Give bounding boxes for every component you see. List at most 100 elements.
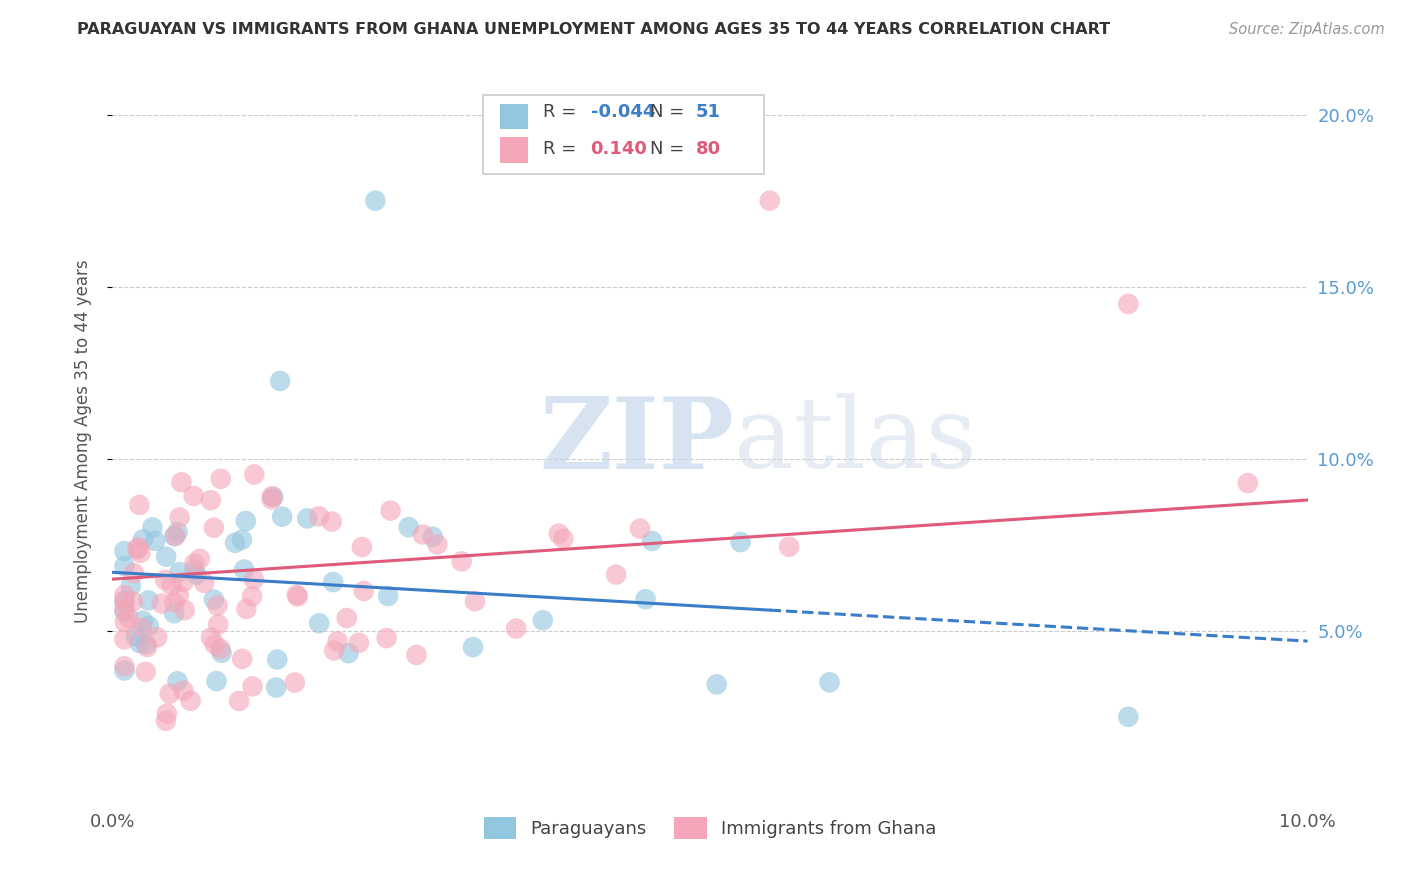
Point xyxy=(200,631,222,645)
Text: R =: R = xyxy=(543,103,582,121)
Point xyxy=(347,636,370,650)
Point xyxy=(260,489,283,503)
Point xyxy=(166,524,188,539)
FancyBboxPatch shape xyxy=(499,104,529,129)
Point xyxy=(159,687,181,701)
Point xyxy=(204,637,226,651)
Point xyxy=(183,563,205,577)
Point xyxy=(127,541,149,555)
Point xyxy=(266,652,288,666)
Point xyxy=(127,542,149,557)
Point xyxy=(231,533,253,547)
Point xyxy=(240,590,263,604)
Point xyxy=(172,683,194,698)
Legend: Paraguayans, Immigrants from Ghana: Paraguayans, Immigrants from Ghana xyxy=(475,808,945,848)
Point xyxy=(1118,297,1140,311)
Point xyxy=(1237,476,1260,491)
Point xyxy=(321,515,343,529)
Point xyxy=(242,680,264,694)
Point xyxy=(207,599,229,613)
Point xyxy=(163,607,186,621)
Point xyxy=(505,622,527,636)
Point xyxy=(531,613,554,627)
Point xyxy=(135,637,157,651)
Point xyxy=(120,579,142,593)
Text: PARAGUAYAN VS IMMIGRANTS FROM GHANA UNEMPLOYMENT AMONG AGES 35 TO 44 YEARS CORRE: PARAGUAYAN VS IMMIGRANTS FROM GHANA UNEM… xyxy=(77,22,1111,37)
Point xyxy=(114,605,136,619)
Point xyxy=(377,589,399,603)
Point xyxy=(422,530,444,544)
Point xyxy=(262,490,284,504)
Point xyxy=(186,567,208,582)
Point xyxy=(160,578,183,592)
Point xyxy=(818,675,841,690)
Text: 51: 51 xyxy=(696,103,721,121)
Point xyxy=(180,694,202,708)
Point xyxy=(146,630,169,644)
Point xyxy=(122,566,145,581)
Point xyxy=(129,546,152,560)
Point xyxy=(553,532,575,546)
Point xyxy=(1118,710,1140,724)
Point xyxy=(114,559,135,574)
Point xyxy=(375,631,398,645)
Point xyxy=(264,681,287,695)
Point xyxy=(165,529,187,543)
Point xyxy=(170,475,193,490)
Point xyxy=(759,194,782,208)
Point xyxy=(114,664,135,678)
Point xyxy=(228,694,250,708)
Point xyxy=(136,640,159,654)
Point xyxy=(235,602,257,616)
Point xyxy=(308,509,330,524)
Point xyxy=(243,467,266,482)
Point xyxy=(143,533,166,548)
Point xyxy=(730,535,752,549)
Point xyxy=(131,621,153,635)
Point xyxy=(426,537,449,551)
Point xyxy=(778,540,800,554)
Point xyxy=(169,510,191,524)
Point xyxy=(114,659,135,673)
Point xyxy=(135,665,157,679)
Text: ZIP: ZIP xyxy=(538,393,734,490)
Point xyxy=(132,533,155,547)
Point xyxy=(122,594,145,608)
Point xyxy=(138,619,160,633)
Point xyxy=(114,544,135,558)
Point xyxy=(337,646,360,660)
Point xyxy=(461,640,484,655)
Point xyxy=(128,498,150,512)
Point xyxy=(233,563,256,577)
Point xyxy=(166,674,188,689)
Point xyxy=(202,592,225,607)
Point xyxy=(398,520,420,534)
Point xyxy=(706,677,728,691)
Point xyxy=(114,632,135,647)
Point xyxy=(547,526,569,541)
Point xyxy=(114,615,136,630)
Point xyxy=(211,646,233,660)
Y-axis label: Unemployment Among Ages 35 to 44 years: Unemployment Among Ages 35 to 44 years xyxy=(73,260,91,624)
Point xyxy=(163,529,186,543)
Point xyxy=(641,533,664,548)
Text: R =: R = xyxy=(543,139,582,158)
Point xyxy=(114,593,135,607)
Point xyxy=(153,573,176,587)
FancyBboxPatch shape xyxy=(499,137,529,162)
Point xyxy=(353,584,375,599)
Point xyxy=(156,706,179,721)
Point xyxy=(193,575,215,590)
Point xyxy=(114,603,135,617)
Point xyxy=(188,551,211,566)
Point xyxy=(172,575,194,590)
Point xyxy=(125,629,148,643)
Point xyxy=(380,503,402,517)
Point xyxy=(118,611,141,625)
Point xyxy=(260,492,283,507)
Point xyxy=(141,520,163,534)
Text: 80: 80 xyxy=(696,139,721,158)
Point xyxy=(207,617,229,632)
Point xyxy=(128,636,150,650)
Text: 0.140: 0.140 xyxy=(591,139,647,158)
